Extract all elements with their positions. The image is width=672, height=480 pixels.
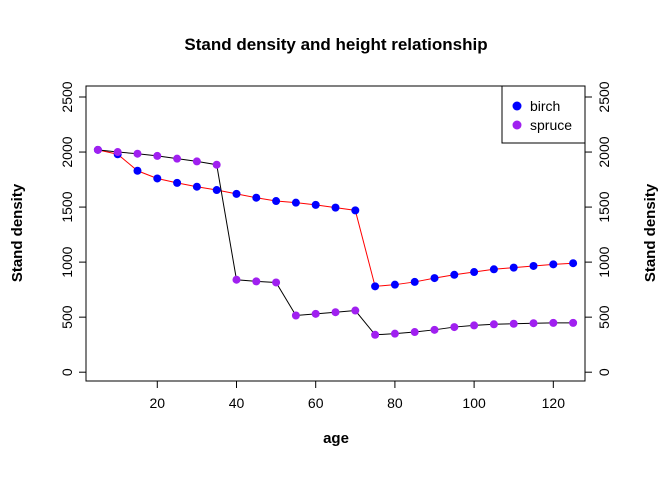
data-point-birch — [569, 259, 578, 268]
data-point-spruce — [173, 154, 182, 163]
data-point-birch — [331, 203, 340, 212]
x-tick-label: 40 — [229, 395, 245, 411]
data-point-birch — [410, 277, 419, 286]
data-point-spruce — [212, 160, 221, 169]
series-spruce — [97, 149, 574, 336]
data-point-spruce — [390, 329, 399, 338]
data-point-birch — [133, 166, 142, 175]
data-point-spruce — [272, 278, 281, 287]
data-point-birch — [390, 280, 399, 289]
data-point-spruce — [133, 149, 142, 158]
y-tick-label: 1500 — [596, 191, 612, 222]
data-point-birch — [430, 274, 439, 283]
data-point-birch — [252, 193, 261, 202]
y-tick-label: 0 — [596, 368, 612, 376]
legend-marker-spruce — [512, 120, 522, 130]
y-tick-label: 1000 — [59, 246, 75, 277]
x-tick-label: 120 — [542, 395, 566, 411]
data-point-birch — [311, 200, 320, 209]
y-tick-label: 1000 — [596, 246, 612, 277]
data-point-spruce — [410, 328, 419, 337]
data-point-spruce — [509, 319, 518, 328]
y-axis-right: 0 500 1000 1500 2000 2500 — [584, 81, 612, 376]
data-point-birch — [192, 182, 201, 191]
y-tick-label: 2000 — [59, 136, 75, 167]
chart-title: Stand density and height relationship — [184, 35, 487, 54]
data-point-spruce — [529, 319, 538, 328]
x-tick-label: 80 — [387, 395, 403, 411]
y-tick-label: 500 — [596, 305, 612, 329]
series-layer — [93, 145, 578, 339]
y-tick-label: 0 — [59, 368, 75, 376]
data-point-spruce — [450, 323, 459, 332]
x-axis: 20 40 60 80 100 120 — [149, 380, 566, 411]
series-birch — [97, 149, 574, 287]
y-axis-label-right: Stand density — [642, 183, 659, 282]
data-point-birch — [291, 198, 300, 207]
data-point-birch — [212, 186, 221, 195]
data-point-birch — [351, 206, 360, 215]
y-axis-left: 0 500 1000 1500 2000 2500 — [59, 81, 87, 376]
data-point-spruce — [311, 309, 320, 318]
data-point-spruce — [113, 148, 122, 157]
legend-label-spruce: spruce — [530, 117, 572, 133]
x-tick-label: 60 — [308, 395, 324, 411]
y-tick-label: 2500 — [596, 81, 612, 112]
data-point-spruce — [153, 151, 162, 160]
data-point-birch — [450, 270, 459, 279]
data-point-spruce — [470, 321, 479, 330]
legend-marker-birch — [512, 101, 522, 111]
x-tick-label: 100 — [462, 395, 486, 411]
y-tick-label: 500 — [59, 305, 75, 329]
data-point-spruce — [371, 330, 380, 339]
y-tick-label: 2000 — [596, 136, 612, 167]
data-point-spruce — [430, 325, 439, 334]
series-line-birch — [97, 149, 574, 287]
data-point-birch — [153, 174, 162, 183]
data-point-birch — [489, 265, 498, 274]
data-point-birch — [529, 261, 538, 270]
data-point-spruce — [351, 306, 360, 315]
series-points-spruce — [93, 145, 578, 339]
data-point-birch — [509, 263, 518, 272]
data-point-spruce — [93, 145, 102, 154]
data-point-birch — [272, 197, 281, 206]
data-point-spruce — [331, 308, 340, 317]
data-point-spruce — [569, 318, 578, 327]
y-tick-label: 1500 — [59, 191, 75, 222]
data-point-spruce — [291, 311, 300, 320]
data-point-spruce — [232, 275, 241, 284]
data-point-birch — [470, 268, 479, 277]
data-point-spruce — [192, 157, 201, 166]
data-point-birch — [173, 178, 182, 187]
x-tick-label: 20 — [149, 395, 165, 411]
data-point-birch — [549, 260, 558, 269]
data-point-birch — [371, 282, 380, 291]
y-tick-label: 2500 — [59, 81, 75, 112]
y-axis-label-left: Stand density — [9, 183, 26, 282]
data-point-spruce — [489, 320, 498, 329]
data-point-spruce — [549, 318, 558, 327]
legend-label-birch: birch — [530, 98, 560, 114]
series-line-spruce — [97, 149, 574, 336]
legend: birch spruce — [501, 85, 586, 144]
legend-box — [501, 85, 586, 144]
data-point-spruce — [252, 277, 261, 286]
x-axis-label: age — [323, 430, 349, 447]
data-point-birch — [232, 189, 241, 198]
